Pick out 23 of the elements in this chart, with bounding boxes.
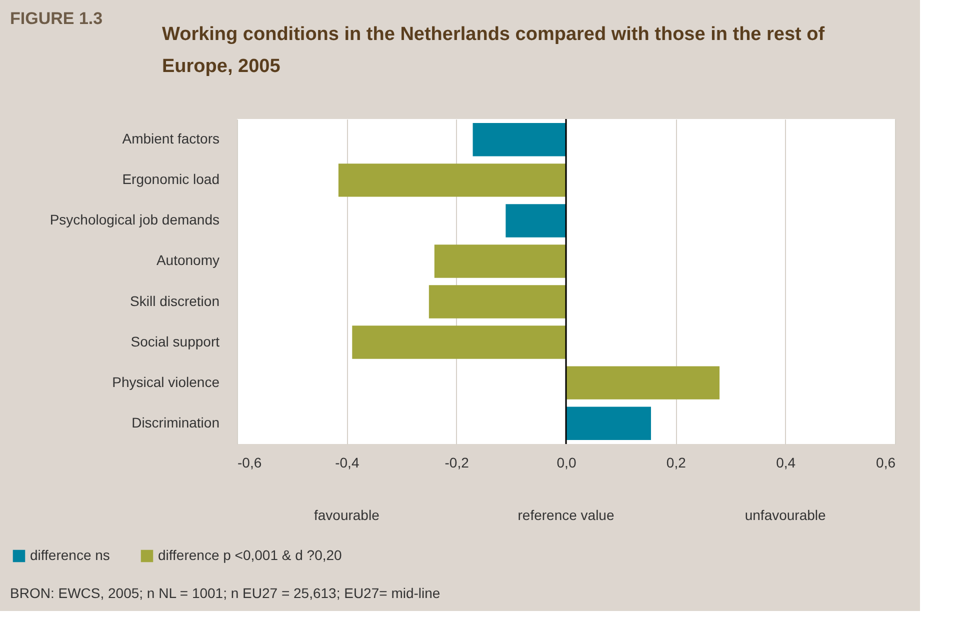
x-tick-label: 0,6 bbox=[876, 454, 896, 470]
y-tick-label: Psychological job demands bbox=[50, 212, 220, 228]
x-tick-label: 0,0 bbox=[556, 454, 576, 470]
text: favourable bbox=[314, 507, 380, 523]
text: BRON: EWCS, 2005; n NL = 1001; n EU27 = 25,613; EU27= mid-line bbox=[10, 585, 440, 601]
y-tick-label: Ambient factors bbox=[122, 130, 220, 147]
x-tick-label: -0,4 bbox=[335, 454, 360, 470]
x-tick-label: -0,6 bbox=[238, 454, 262, 470]
legend-label: difference p <0,001 & d ?0,20 bbox=[158, 547, 342, 563]
chart-title: Working conditions in the Netherlands compared with those in the rest of Europe, 2005 bbox=[162, 24, 826, 77]
text: unfavourable bbox=[744, 507, 826, 523]
y-tick-label: Social support bbox=[130, 333, 220, 350]
y-tick-label: Skill discretion bbox=[130, 292, 220, 309]
text: reference value bbox=[518, 507, 614, 523]
legend-label: difference ns bbox=[30, 547, 110, 563]
y-tick-label: Autonomy bbox=[156, 252, 220, 268]
x-tick-label: 0,2 bbox=[666, 454, 686, 470]
y-tick-label: Discrimination bbox=[132, 414, 220, 430]
x-tick-label: -0,2 bbox=[444, 454, 470, 470]
x-tick-label: 0,4 bbox=[776, 454, 796, 470]
caption: FIGURE 1.3 bbox=[10, 9, 103, 28]
y-tick-label: Physical violence bbox=[112, 374, 220, 390]
y-tick-label: Ergonomic load bbox=[122, 171, 220, 188]
